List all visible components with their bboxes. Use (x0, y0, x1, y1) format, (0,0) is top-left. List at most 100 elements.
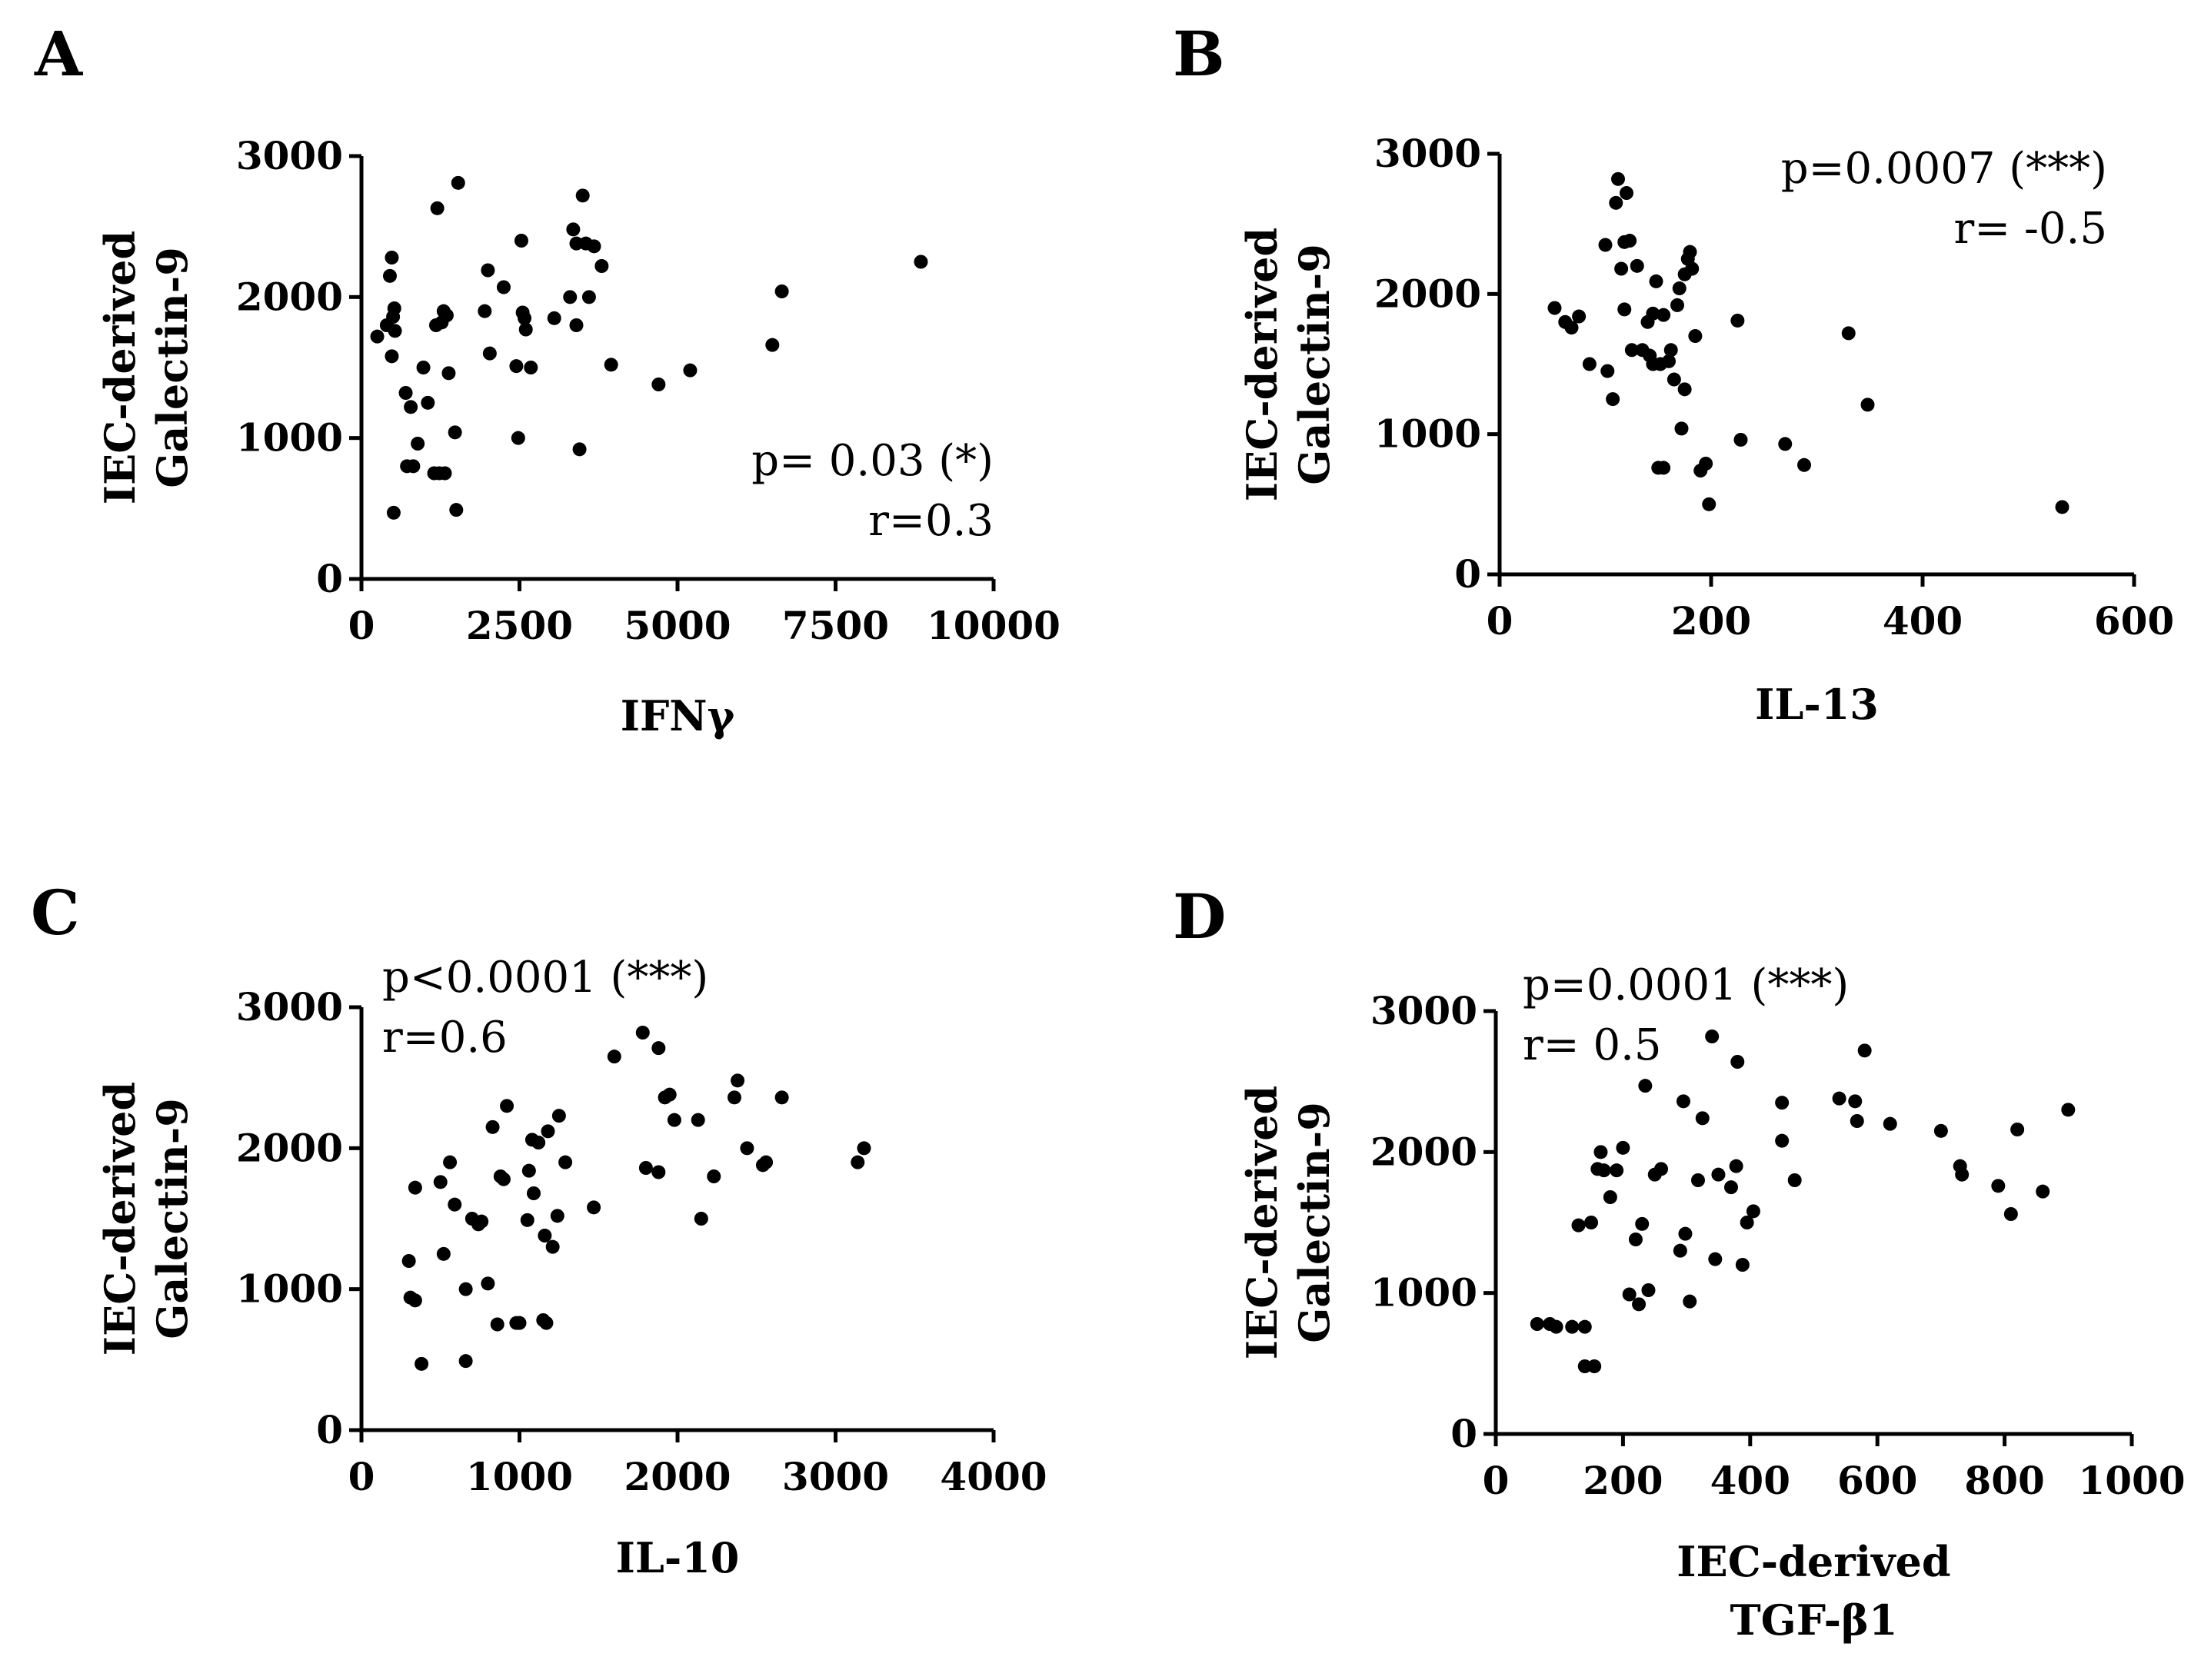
x-tick-label: 1000 (2078, 1458, 2185, 1503)
data-point (1841, 326, 1856, 341)
data-point (1600, 364, 1615, 378)
data-point (478, 304, 492, 318)
data-point (1614, 261, 1629, 276)
data-point (759, 1155, 774, 1169)
data-point (1597, 1163, 1611, 1178)
data-point (1577, 1319, 1592, 1334)
data-point (481, 1276, 495, 1291)
data-point (436, 1246, 451, 1261)
data-point (500, 1099, 514, 1113)
x-axis-title: IEC-derived TGF-β1 (1677, 1537, 1950, 1645)
data-point (415, 1356, 429, 1371)
data-point (774, 1090, 789, 1105)
data-point (1547, 301, 1562, 315)
data-point (1677, 382, 1692, 397)
data-point (662, 1087, 677, 1102)
data-point (416, 361, 431, 374)
data-point (531, 1136, 546, 1149)
data-point (1678, 1226, 1693, 1241)
data-point (1584, 1216, 1599, 1229)
data-point (1850, 1114, 1864, 1128)
data-point (1649, 274, 1663, 288)
x-axis-title-line: TGF-β1 (1730, 1595, 1897, 1645)
r-value-annotation: r=0.3 (868, 496, 994, 546)
data-point (1598, 238, 1613, 252)
data-point (635, 1026, 650, 1040)
data-point (1622, 1287, 1637, 1302)
data-point (740, 1141, 754, 1156)
data-point (1609, 195, 1623, 210)
data-point (1699, 456, 1713, 471)
data-point (587, 1200, 601, 1215)
y-tick-label: 1000 (1374, 411, 1481, 457)
data-point (563, 290, 578, 304)
data-point (550, 1209, 564, 1223)
data-point (1711, 1167, 1726, 1182)
data-point (451, 175, 465, 190)
data-point (572, 442, 587, 457)
y-tick-label: 2000 (1370, 1129, 1477, 1174)
data-point (1657, 308, 1671, 322)
data-point (651, 1041, 666, 1056)
data-point (1729, 1159, 1743, 1173)
data-point (1740, 1216, 1754, 1229)
data-point (1571, 1218, 1586, 1233)
data-point (1603, 1190, 1617, 1204)
x-tick-label: 0 (348, 1454, 375, 1499)
data-point (524, 361, 538, 374)
x-tick-label: 7500 (782, 603, 889, 648)
data-point (512, 1316, 527, 1330)
data-point (518, 311, 532, 325)
y-tick-label: 3000 (236, 984, 343, 1030)
panel-b: B 0 1000 2000 3000 0 200 400 600 IEC-derivedGale… (1173, 18, 2174, 729)
data-point (1630, 258, 1644, 273)
panel-c: C 0 1000 2000 3000 0 1000 2000 3000 4000 IEC-deri… (31, 877, 1047, 1582)
data-point (1797, 457, 1811, 472)
data-point (914, 254, 928, 269)
data-point (421, 395, 435, 410)
r-value-annotation: r= 0.5 (1523, 1020, 1662, 1070)
panel-letter-c: C (31, 877, 80, 949)
data-point (438, 466, 452, 481)
x-axis-title: IL-13 (1755, 680, 1879, 729)
data-point (569, 236, 584, 251)
y-tick-label: 2000 (1374, 271, 1481, 316)
x-axis-title: IL-10 (616, 1533, 740, 1582)
data-point (1620, 186, 1633, 201)
data-point (387, 301, 401, 315)
x-tick-label: 600 (1837, 1458, 1917, 1503)
y-tick-label: 0 (1454, 551, 1481, 597)
data-point (511, 431, 525, 445)
panel-letter-b: B (1173, 18, 1225, 90)
x-tick-label: 2000 (624, 1454, 731, 1499)
data-point (1676, 1094, 1690, 1109)
data-point (1705, 1030, 1720, 1043)
data-point (398, 386, 413, 400)
data-point (1860, 398, 1875, 412)
data-point (401, 1254, 416, 1268)
data-point (1674, 421, 1689, 436)
data-point (496, 280, 511, 294)
y-axis-title-line: Galectin-9 (148, 1098, 197, 1339)
data-point (370, 329, 385, 344)
data-point (404, 400, 418, 414)
panel-letter-a: A (34, 18, 83, 90)
data-point (857, 1141, 871, 1156)
data-point (651, 1165, 666, 1179)
y-tick-label: 3000 (1370, 988, 1477, 1033)
data-point (774, 284, 789, 298)
data-point (521, 1163, 536, 1178)
data-point (1775, 1133, 1790, 1148)
p-value-annotation: p=0.0001 (***) (1523, 960, 1849, 1010)
x-tick-label: 0 (1487, 598, 1513, 644)
data-point (1606, 392, 1620, 407)
data-point (2036, 1184, 2050, 1199)
x-tick-label: 800 (1964, 1458, 2044, 1503)
data-point (1564, 321, 1579, 335)
data-point (1611, 171, 1625, 186)
x-tick-label: 400 (1883, 598, 1963, 644)
x-axis-title-line: IEC-derived (1677, 1537, 1950, 1586)
x-axis-title: IFNγ (621, 691, 735, 740)
data-point (1683, 245, 1697, 259)
